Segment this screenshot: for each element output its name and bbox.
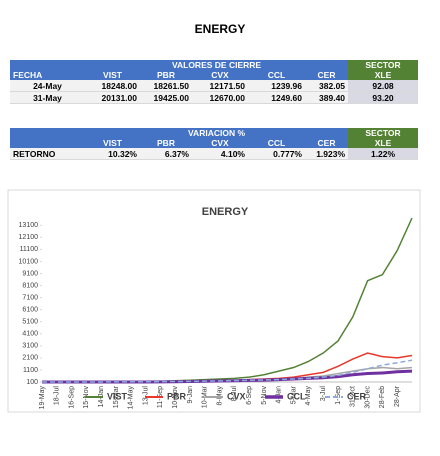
x-tick-label: 5-Mar	[290, 385, 297, 404]
cell: 18261.50	[140, 80, 192, 92]
x-tick-label: 15-Mar	[113, 385, 120, 408]
variation-table: VARIACION % SECTOR VIST PBR CVX CCL CER XLE RETO…	[10, 128, 419, 160]
x-tick-label: 31-Oct	[350, 386, 357, 407]
data-row: 24-May 18248.00 18261.50 12171.50 1239.96 382…	[10, 80, 419, 92]
cell: 12171.50	[192, 80, 248, 92]
y-tick-label: 4100	[22, 331, 38, 338]
column-header: CCL	[248, 70, 305, 80]
data-row: RETORNO 10.32% 6.37% 4.10% 0.777% 1.923% 1.22%	[10, 148, 419, 160]
group-header: VARIACION %	[85, 128, 349, 138]
header-row: VALORES DE CIERRE SECTOR	[10, 60, 419, 70]
y-tick-label: 13100	[19, 222, 39, 229]
x-tick-label: 4-May	[305, 386, 312, 406]
cell: 389.40	[305, 91, 349, 104]
x-tick-label: 6-Sep	[246, 386, 253, 405]
cell: 10.32%	[85, 148, 140, 160]
cell: 382.05	[305, 80, 349, 92]
x-tick-label: 1-Sep	[335, 386, 342, 405]
cell: 1.923%	[305, 148, 349, 160]
column-header: CVX	[192, 70, 248, 80]
page-title: ENERGY	[194, 22, 246, 36]
cell: 0.777%	[248, 148, 305, 160]
x-tick-label: 30-Dec	[364, 386, 371, 409]
header-row: VARIACION % SECTOR	[10, 128, 419, 138]
x-tick-label: 28-Feb	[379, 386, 386, 408]
column-header: VIST	[85, 138, 140, 148]
group-header: VALORES DE CIERRE	[85, 60, 349, 70]
y-tick-label: 2100	[22, 355, 38, 362]
x-tick-label: 3-Jul	[320, 386, 327, 402]
y-tick-label: 1100	[23, 367, 38, 374]
x-tick-label: 28-Apr	[394, 385, 401, 407]
header-row: VIST PBR CVX CCL CER XLE	[10, 138, 419, 148]
header-row: FECHA VIST PBR CVX CCL CER XLE	[10, 70, 419, 80]
y-tick-label: 6100	[22, 306, 38, 313]
x-tick-label: 14-May	[128, 386, 135, 410]
sector-header: SECTOR	[348, 60, 419, 70]
column-header: PBR	[140, 138, 192, 148]
column-header: PBR	[140, 70, 192, 80]
sector-header: SECTOR	[348, 128, 419, 138]
cell: 1.22%	[348, 148, 419, 160]
legend-label: CVX	[227, 391, 246, 401]
cell: 92.08	[348, 80, 419, 92]
cell: 12670.00	[192, 91, 248, 104]
cell: 1249.60	[248, 91, 305, 104]
y-tick-label: 100	[26, 379, 38, 386]
y-tick-label: 8100	[22, 282, 38, 289]
series-line	[42, 359, 413, 383]
x-tick-label: 8-May	[216, 386, 223, 406]
column-header: XLE	[348, 70, 419, 80]
cell: RETORNO	[10, 148, 85, 160]
cell: 19425.00	[140, 91, 192, 104]
x-tick-label: 9-Jan	[187, 386, 194, 404]
y-tick-label: 5100	[22, 319, 38, 326]
header-cell	[10, 128, 85, 138]
cell: 24-May	[10, 80, 85, 92]
column-header	[10, 138, 85, 148]
y-tick-label: 9100	[22, 270, 38, 277]
legend-label: PBR	[167, 391, 187, 401]
legend-label: CCL	[287, 391, 306, 401]
column-header: CER	[305, 138, 349, 148]
x-tick-label: 8-Jul	[231, 386, 238, 402]
cell: 31-May	[10, 91, 85, 104]
column-header: CCL	[248, 138, 305, 148]
column-header: XLE	[348, 138, 419, 148]
y-tick-label: 7100	[22, 294, 38, 301]
cell: 4.10%	[192, 148, 248, 160]
cell: 20131.00	[85, 91, 140, 104]
legend-label: VIST	[107, 391, 128, 401]
cell: 18248.00	[85, 80, 140, 92]
x-tick-label: 10-Nov	[172, 386, 179, 409]
cell: 6.37%	[140, 148, 192, 160]
chart-title: ENERGY	[202, 206, 249, 218]
x-tick-label: 4-Jan	[276, 386, 283, 404]
x-tick-label: 16-Sep	[68, 386, 75, 409]
x-tick-label: 18-Jul	[54, 386, 61, 406]
x-tick-label: 19-May	[39, 386, 46, 410]
column-header: CVX	[192, 138, 248, 148]
column-header: CER	[305, 70, 349, 80]
closing-table: VALORES DE CIERRE SECTOR FECHA VIST PBR CVX CC…	[10, 60, 419, 104]
cell: 93.20	[348, 91, 419, 104]
column-header: VIST	[85, 70, 140, 80]
y-tick-label: 12100	[19, 234, 39, 241]
legend-label: CER	[347, 391, 367, 401]
header-cell	[10, 60, 85, 70]
column-header: FECHA	[10, 70, 85, 80]
y-tick-label: 10100	[19, 258, 39, 265]
y-tick-label: 11100	[20, 246, 39, 253]
x-tick-label: 5-Nov	[261, 386, 268, 405]
cell: 1239.96	[248, 80, 305, 92]
x-tick-label: 13-Jul	[142, 386, 149, 406]
y-tick-label: 3100	[22, 343, 38, 350]
data-row: 31-May 20131.00 19425.00 12670.00 1249.60 389…	[10, 91, 419, 104]
